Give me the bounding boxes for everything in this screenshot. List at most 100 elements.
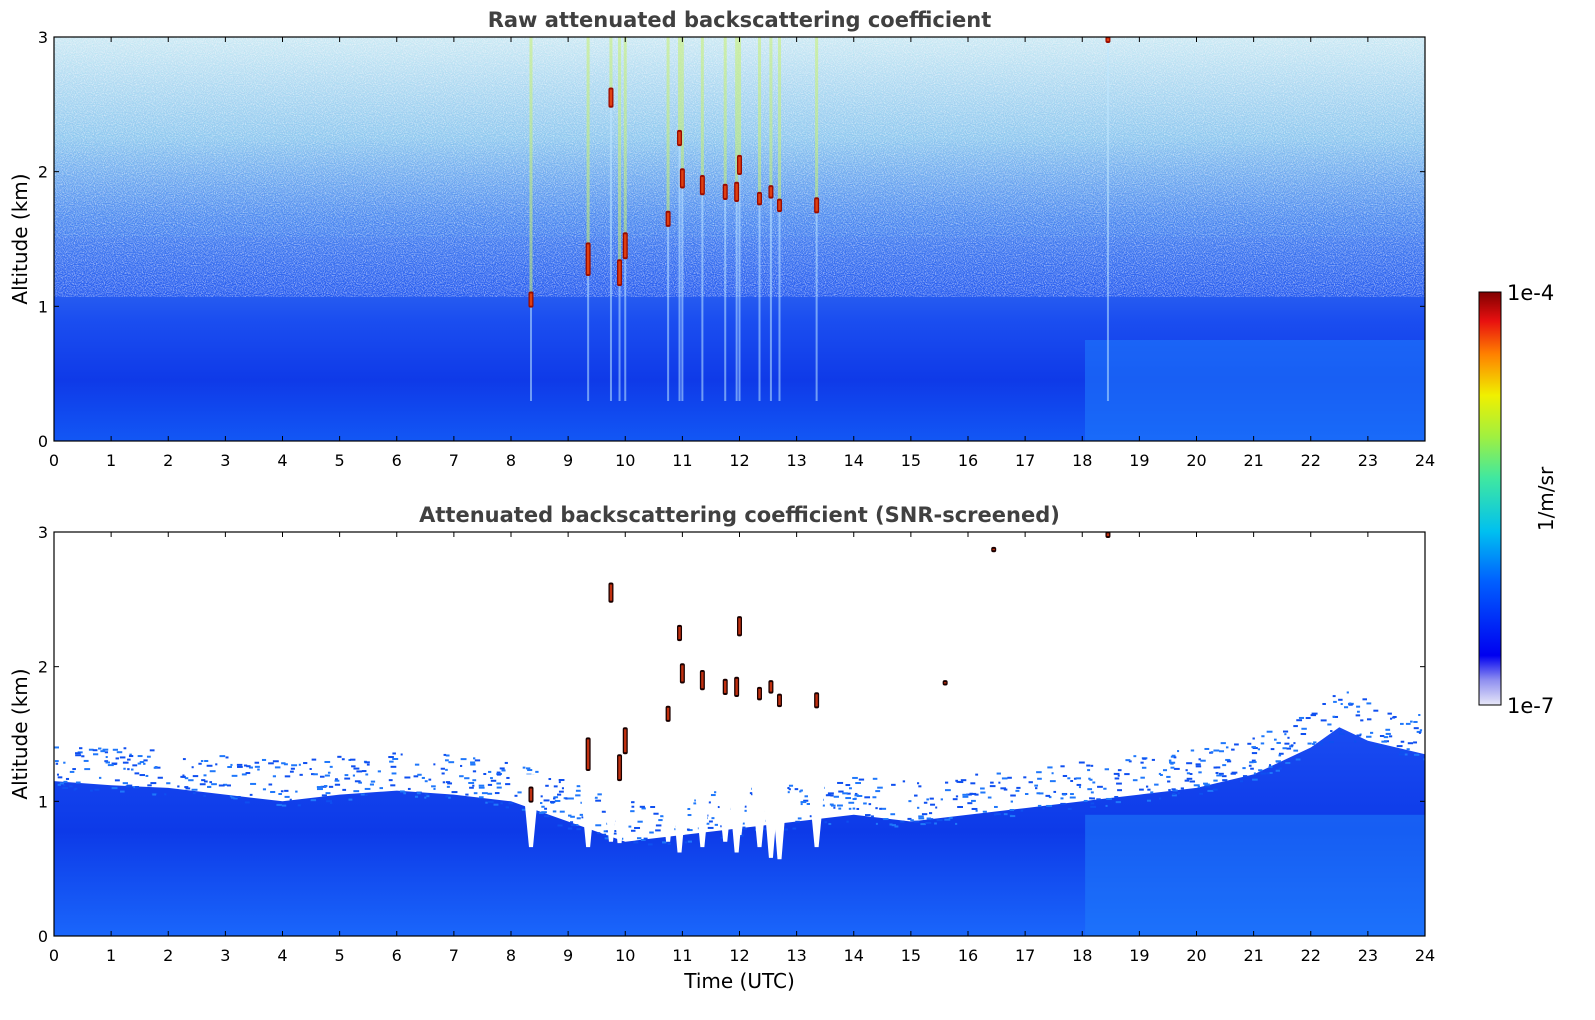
signal-speckle xyxy=(955,795,959,798)
x-tick-label: 10 xyxy=(615,946,635,965)
signal-speckle xyxy=(687,840,692,843)
signal-speckle xyxy=(289,798,292,801)
signal-speckle xyxy=(1168,759,1172,762)
signal-speckle xyxy=(1338,698,1343,701)
signal-speckle xyxy=(54,760,59,763)
signal-speckle xyxy=(191,788,198,791)
x-tick-label: 17 xyxy=(1015,946,1035,965)
signal-speckle xyxy=(361,770,367,773)
signal-speckle xyxy=(1285,761,1291,764)
signal-speckle xyxy=(1293,725,1298,728)
screened-gap xyxy=(770,774,789,860)
signal-speckle xyxy=(334,778,338,781)
signal-speckle xyxy=(1036,792,1041,795)
signal-speckle xyxy=(229,795,233,798)
signal-speckle xyxy=(576,828,582,831)
signal-speckle xyxy=(1257,748,1261,751)
signal-speckle xyxy=(705,822,710,825)
signal-speckle xyxy=(445,781,451,784)
signal-speckle xyxy=(298,763,301,766)
signal-speckle xyxy=(971,807,978,810)
signal-speckle xyxy=(913,820,920,823)
signal-speckle xyxy=(603,830,609,833)
signal-speckle xyxy=(1001,777,1008,780)
signal-speckle xyxy=(1413,720,1418,723)
cloud-feature-core xyxy=(738,618,741,635)
signal-speckle xyxy=(496,782,501,785)
signal-speckle xyxy=(1147,788,1151,791)
signal-speckle xyxy=(272,760,279,763)
signal-speckle xyxy=(1407,742,1414,745)
signal-speckle xyxy=(788,784,794,787)
cloud-feature-core xyxy=(778,200,781,211)
signal-speckle xyxy=(413,775,419,778)
signal-speckle xyxy=(1370,731,1374,734)
signal-speckle xyxy=(800,801,807,804)
signal-speckle xyxy=(1180,787,1184,790)
signal-speckle xyxy=(788,788,791,791)
signal-speckle xyxy=(1282,730,1289,733)
signal-speckle xyxy=(1413,727,1419,730)
signal-speckle xyxy=(710,794,716,797)
cloud-feature-core xyxy=(666,707,670,720)
signal-streak xyxy=(757,37,761,199)
signal-speckle xyxy=(930,803,936,806)
screened-gap xyxy=(673,774,692,835)
signal-speckle xyxy=(653,812,659,815)
signal-speckle xyxy=(1330,730,1333,733)
signal-speckle xyxy=(474,759,481,762)
signal-speckle xyxy=(962,793,968,796)
signal-speckle xyxy=(1230,772,1236,775)
signal-speckle xyxy=(107,764,114,767)
signal-speckle xyxy=(63,784,66,787)
signal-speckle xyxy=(1405,722,1411,725)
signal-speckle xyxy=(65,777,70,780)
signal-speckle xyxy=(824,821,827,824)
signal-speckle xyxy=(448,761,455,764)
cloud-feature-core xyxy=(815,199,818,212)
signal-speckle xyxy=(506,776,510,779)
signal-speckle xyxy=(744,809,747,812)
colorbar: 1e-4 1e-7 1/m/sr xyxy=(1478,281,1558,718)
signal-speckle xyxy=(974,793,979,796)
signal-speckle xyxy=(837,804,843,807)
signal-speckle xyxy=(1116,782,1122,785)
signal-speckle xyxy=(655,824,662,827)
signal-speckle xyxy=(971,799,976,802)
panel-screened: Attenuated backscattering coefficient (S… xyxy=(8,503,1435,993)
shadow-streak xyxy=(701,185,704,401)
signal-speckle xyxy=(989,785,996,788)
signal-speckle xyxy=(209,770,216,773)
signal-streak xyxy=(586,37,590,260)
cloud-feature-core xyxy=(738,156,741,174)
signal-speckle xyxy=(365,773,369,776)
signal-speckle xyxy=(662,841,667,844)
signal-speckle xyxy=(647,843,653,846)
signal-speckle xyxy=(1060,765,1065,768)
signal-speckle xyxy=(470,761,476,764)
signal-streak xyxy=(678,37,682,138)
signal-speckle xyxy=(1170,766,1175,769)
signal-speckle xyxy=(601,810,606,813)
cloud-feature-core xyxy=(678,626,681,640)
signal-speckle xyxy=(877,786,883,789)
signal-speckle xyxy=(1171,794,1177,797)
signal-speckle xyxy=(1413,741,1418,744)
signal-speckle xyxy=(785,786,790,789)
signal-speckle xyxy=(1000,787,1007,790)
signal-speckle xyxy=(797,817,802,820)
signal-speckle xyxy=(848,807,852,810)
signal-speckle xyxy=(655,829,661,832)
signal-speckle xyxy=(828,822,832,825)
signal-speckle xyxy=(1171,761,1176,764)
signal-speckle xyxy=(908,800,912,803)
signal-speckle xyxy=(389,760,394,763)
x-tick-label: 21 xyxy=(1243,451,1263,470)
signal-speckle xyxy=(200,760,204,763)
signal-speckle xyxy=(1060,802,1066,805)
signal-speckle xyxy=(945,781,949,784)
signal-speckle xyxy=(428,778,432,781)
signal-speckle xyxy=(123,747,127,750)
signal-speckle xyxy=(1213,749,1220,752)
signal-speckle xyxy=(139,774,145,777)
